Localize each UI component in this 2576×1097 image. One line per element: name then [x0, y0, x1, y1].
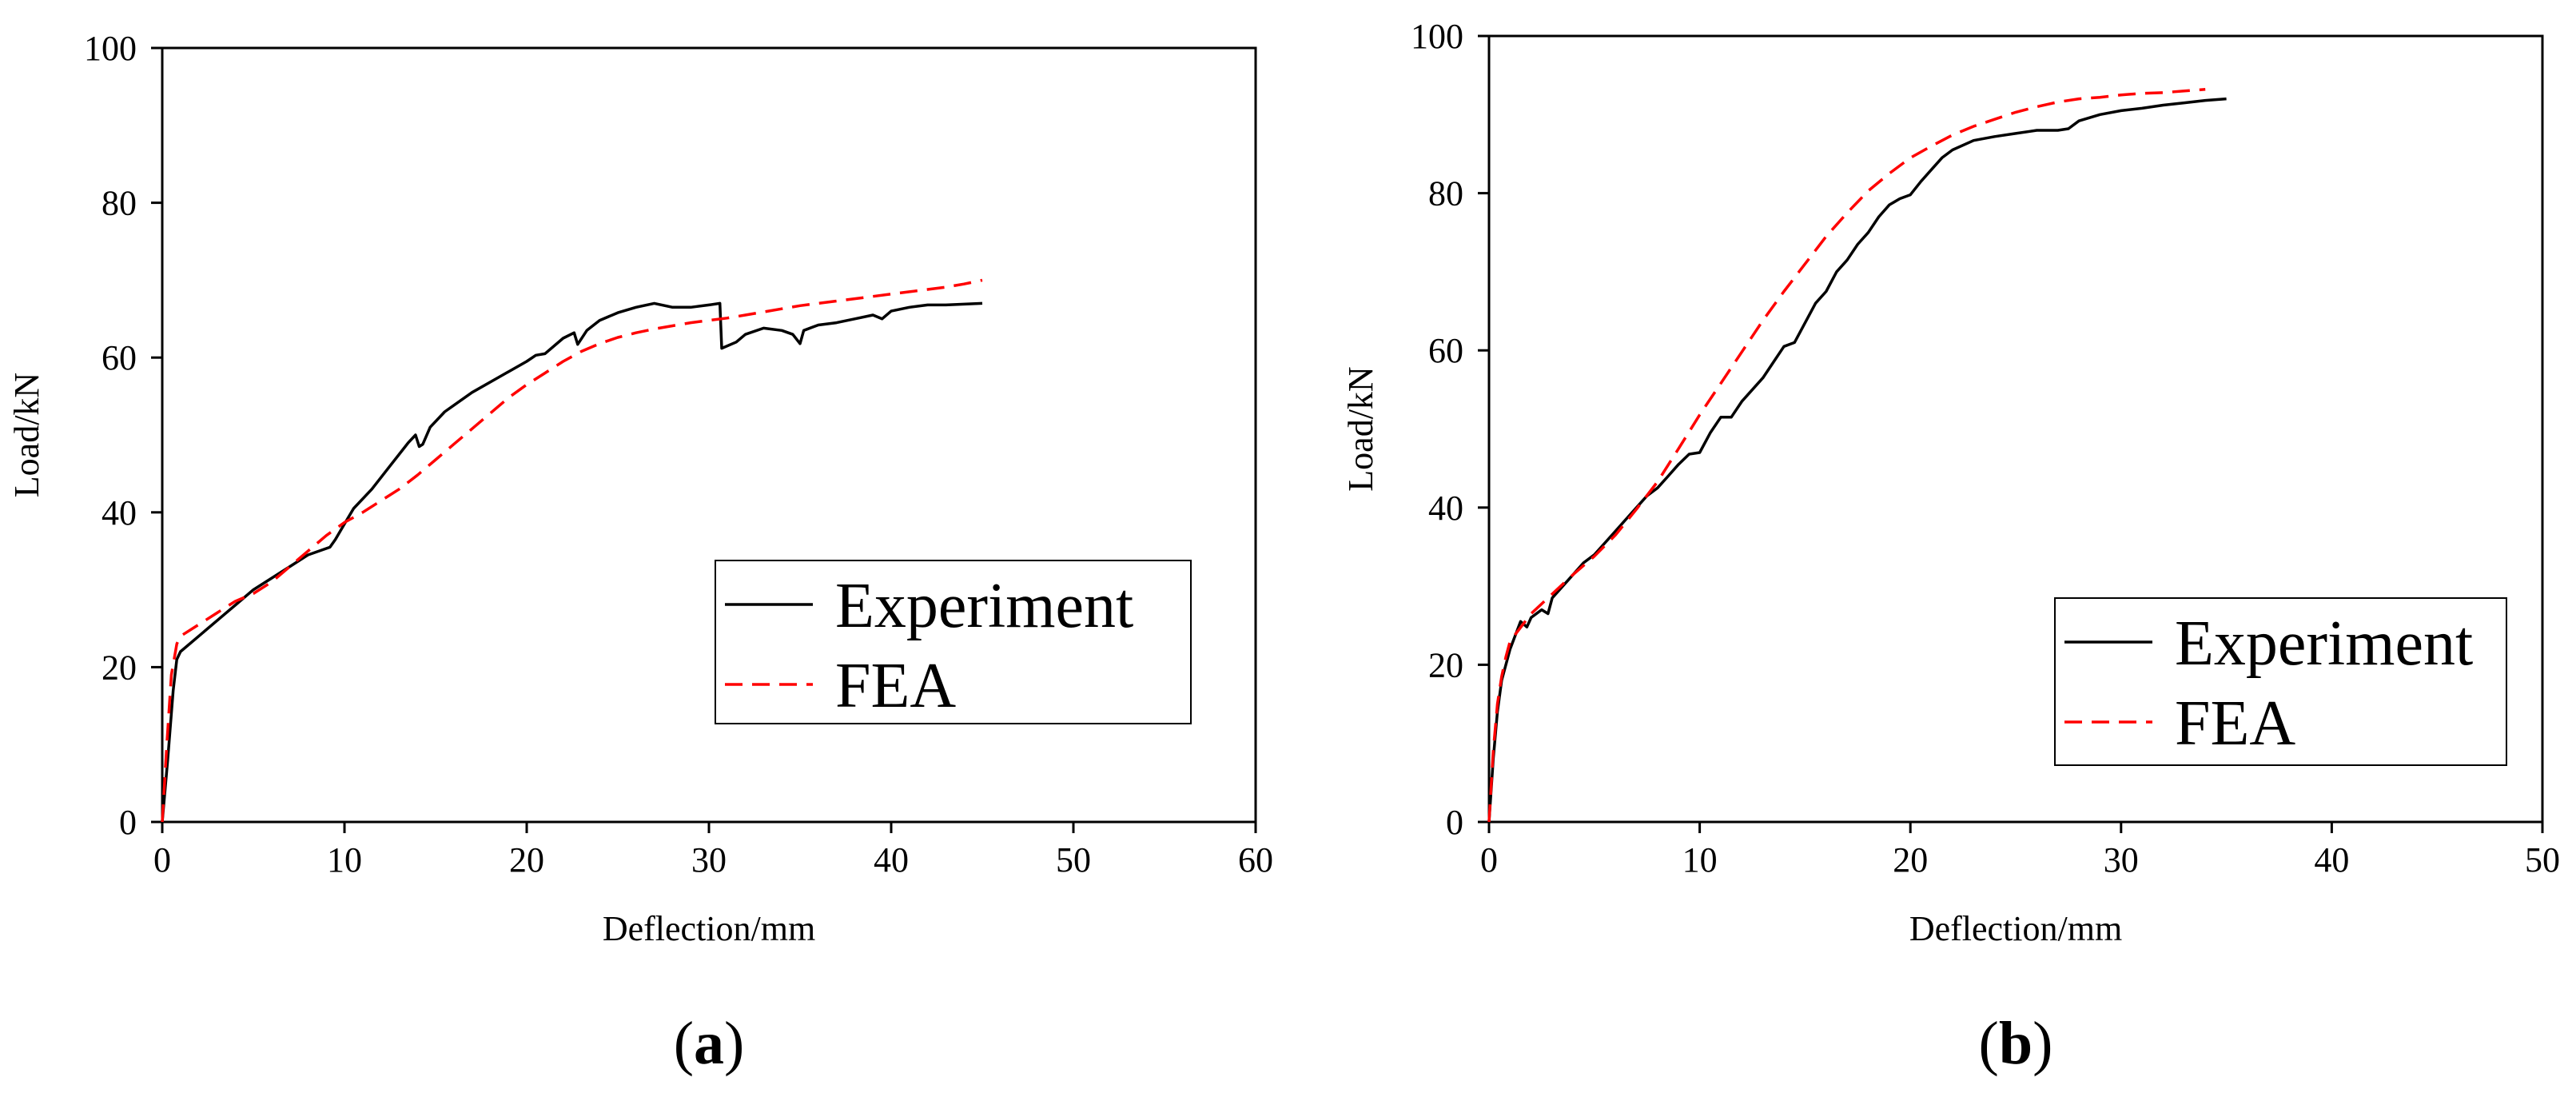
panel-paren-open: (	[1979, 1010, 1999, 1077]
x-tick-label: 10	[1682, 840, 1718, 880]
legend-box	[715, 560, 1192, 724]
legend-label-fea: FEA	[835, 651, 956, 721]
y-tick-label: 20	[1428, 645, 1463, 684]
legend-label-experiment: Experiment	[2175, 608, 2473, 679]
legend: Experiment FEA	[715, 560, 1192, 724]
y-tick-label: 80	[102, 184, 137, 223]
legend-label-fea: FEA	[2175, 688, 2295, 759]
y-tick-label: 40	[1428, 489, 1463, 528]
panel-paren-close: )	[2033, 1010, 2052, 1077]
panel-paren-close: )	[724, 1010, 744, 1077]
x-tick-label: 50	[1056, 840, 1091, 880]
panel-letter: b	[1999, 1010, 2033, 1077]
legend: Experiment FEA	[2054, 597, 2507, 766]
x-tick-label: 40	[874, 840, 909, 880]
x-tick-label: 0	[1480, 840, 1498, 880]
y-tick-label: 60	[1428, 331, 1463, 370]
series-line-fea	[161, 278, 983, 823]
x-axis-label: Deflection/mm	[1909, 909, 2122, 948]
panel-label: (b)	[1979, 1010, 2053, 1077]
panel-label: (a)	[674, 1010, 745, 1077]
y-tick-label: 40	[102, 493, 137, 533]
y-tick-label: 100	[84, 29, 137, 68]
plot-frame	[1487, 34, 2544, 824]
x-tick-label: 30	[2104, 840, 2139, 880]
y-axis-label: Load/kN	[7, 373, 46, 497]
y-tick-label: 0	[1446, 803, 1463, 842]
x-tick-label: 60	[1238, 840, 1273, 880]
legend-box	[2054, 597, 2507, 766]
x-tick-label: 30	[691, 840, 727, 880]
series-line-experiment	[1487, 97, 2227, 823]
chart-panel-b: 0 10 20 30 40 50 0 20 40 60 80 100 Deflection/mm Load…	[1341, 17, 2560, 1077]
x-tick-label: 20	[1893, 840, 1928, 880]
y-tick-label: 0	[119, 803, 137, 842]
y-tick-label: 20	[102, 648, 137, 687]
y-tick-label: 100	[1411, 17, 1463, 56]
series-line-fea	[1487, 88, 2206, 823]
x-tick-label: 40	[2314, 840, 2349, 880]
chart-panel-a: 0 10 20 30 40 50 60 0 20 40 60 80 100 Deflection/mm Lo…	[7, 29, 1273, 1077]
y-tick-label: 60	[102, 338, 137, 377]
panel-paren-open: (	[674, 1010, 694, 1077]
x-axis-label: Deflection/mm	[603, 909, 815, 948]
x-tick-label: 10	[327, 840, 362, 880]
x-tick-label: 50	[2525, 840, 2560, 880]
x-tick-label: 20	[509, 840, 544, 880]
y-tick-label: 80	[1428, 174, 1463, 213]
panel-letter: a	[694, 1010, 724, 1077]
y-axis-label: Load/kN	[1341, 366, 1380, 491]
x-tick-label: 0	[153, 840, 171, 880]
legend-label-experiment: Experiment	[835, 571, 1133, 641]
